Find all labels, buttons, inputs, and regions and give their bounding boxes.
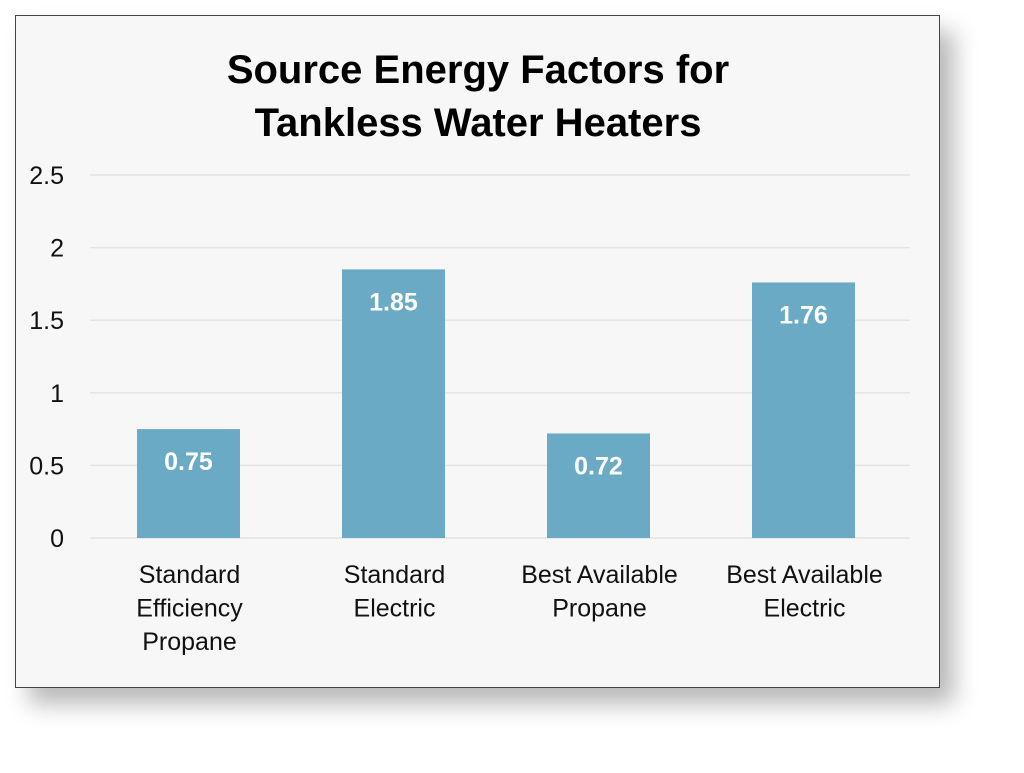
bars [137,269,855,538]
x-tick-label: Efficiency [136,595,243,623]
x-tick-label: Propane [552,595,647,623]
data-label: 0.75 [164,448,213,476]
bar [752,282,855,538]
x-tick-label: Best Available [521,561,678,589]
y-tick-label: 1 [50,380,64,408]
x-tick-label: Electric [354,595,436,623]
y-tick-label: 0.5 [29,452,64,480]
bar [342,269,445,538]
chart-title-line: Source Energy Factors for [227,48,729,92]
bar [137,429,240,538]
data-label: 0.72 [574,452,623,480]
data-labels: 0.75 1.85 0.72 1.76 [164,288,828,480]
data-label: 1.85 [369,288,418,316]
x-tick-label: Electric [764,595,846,623]
y-tick-label: 2.5 [29,162,64,190]
y-tick-label: 2 [50,235,64,263]
x-tick-label: Standard [139,561,240,589]
y-axis-ticks: 0 0.5 1 1.5 2 2.5 [29,162,64,553]
y-tick-label: 0 [50,525,64,553]
x-tick-label: Standard [344,561,445,589]
chart-title-line: Tankless Water Heaters [255,101,702,145]
x-tick-label: Best Available [726,561,883,589]
x-tick-label: Propane [142,628,237,656]
chart-title: Source Energy Factors for Tankless Water … [227,48,729,145]
data-label: 1.76 [779,301,828,329]
x-axis-ticks: Standard Efficiency Propane Standard Electri… [136,561,883,656]
y-tick-label: 1.5 [29,307,64,335]
bar [547,433,650,538]
